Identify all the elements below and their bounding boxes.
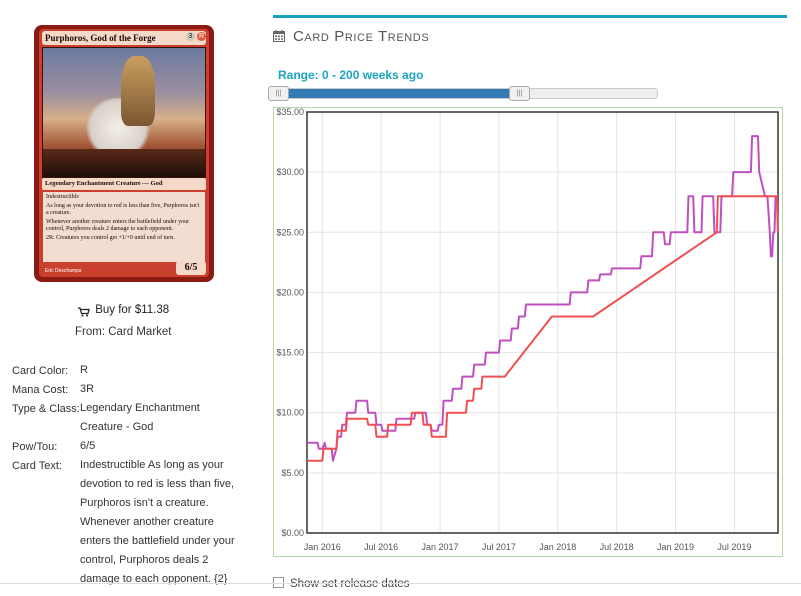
- card-image: Purphoros, God of the Forge 3 R Legendar…: [34, 25, 214, 282]
- y-tick-label: $5.00: [281, 468, 304, 478]
- info-key: Card Color:: [12, 365, 69, 377]
- card-text-line: 2R: Creatures you control get +1/+0 unti…: [46, 235, 175, 241]
- info-key: Pow/Tou:: [12, 441, 58, 453]
- buy-source: From: Card Market: [75, 326, 172, 338]
- info-value: 3R: [80, 383, 95, 395]
- card-type-line: Legendary Enchantment Creature — God: [42, 178, 206, 190]
- series-line-purple: [307, 135, 778, 462]
- card-artwork: [42, 47, 206, 178]
- info-key: Type & Class:: [12, 403, 80, 415]
- card-name: Purphoros, God of the Forge: [42, 31, 206, 45]
- range-slider-min-handle[interactable]: |||: [268, 86, 289, 101]
- buy-label: Buy for $11.38: [95, 304, 170, 316]
- price-chart: $0.00 $5.00 $10.00 $15.00 $20.00 $25.00 $30.00…: [273, 107, 783, 557]
- card-power-toughness: 6/5: [176, 261, 206, 275]
- y-tick-label: $35.00: [276, 108, 304, 117]
- x-tick-label: Jul 2019: [717, 542, 751, 552]
- x-tick-label: Jan 2016: [304, 542, 341, 552]
- y-tick-label: $15.00: [276, 348, 304, 358]
- shopping-cart-icon: [78, 307, 90, 317]
- plot-frame: [306, 111, 779, 534]
- mana-red-icon: R: [197, 32, 206, 41]
- page-divider: [0, 583, 801, 584]
- show-release-checkbox[interactable]: [273, 577, 284, 588]
- y-tick-label: $10.00: [276, 408, 304, 418]
- x-tick-label: Jan 2018: [539, 542, 576, 552]
- y-tick-label: $25.00: [276, 227, 304, 237]
- buy-link[interactable]: Buy for $11.38: [78, 304, 169, 317]
- card-text-line: As long as your devotion to red is less …: [46, 203, 200, 216]
- range-slider-fill: [278, 89, 521, 98]
- price-chart-svg: $0.00 $5.00 $10.00 $15.00 $20.00 $25.00 $30.00…: [276, 107, 779, 552]
- card-mana-symbols: 3 R: [185, 31, 206, 41]
- section-title: Card Price Trends: [273, 28, 429, 45]
- card-frame: Purphoros, God of the Forge 3 R Legendar…: [39, 29, 209, 277]
- x-tick-label: Jul 2017: [482, 542, 516, 552]
- mana-generic-icon: 3: [185, 32, 195, 41]
- calendar-icon: [273, 30, 285, 42]
- y-tick-label: $30.00: [276, 167, 304, 177]
- info-value: 6/5: [80, 440, 96, 452]
- info-key: Mana Cost:: [12, 384, 69, 396]
- show-release-dates[interactable]: Show set release dates: [273, 577, 410, 590]
- range-label: Range: 0 - 200 weeks ago: [278, 68, 424, 82]
- range-slider[interactable]: ||| |||: [268, 86, 658, 101]
- card-text-line: Whenever another creature enters the bat…: [46, 219, 190, 232]
- y-tick-label: $20.00: [276, 287, 304, 297]
- section-title-text: Card Price Trends: [293, 28, 430, 45]
- x-tick-label: Jan 2017: [422, 542, 459, 552]
- info-value: Legendary Enchantment Creature - God: [80, 402, 200, 433]
- card-artist: Eric Deschamps: [45, 268, 82, 274]
- card-text-line: Indestructible: [46, 194, 79, 200]
- y-tick-label: $0.00: [281, 528, 304, 538]
- x-tick-label: Jul 2016: [364, 542, 398, 552]
- x-tick-label: Jul 2018: [600, 542, 634, 552]
- range-slider-max-handle[interactable]: |||: [509, 86, 530, 101]
- show-release-label: Show set release dates: [290, 578, 410, 590]
- info-value: R: [80, 364, 88, 376]
- section-accent-bar: [273, 15, 787, 18]
- info-value: Indestructible As long as your devotion …: [80, 459, 235, 585]
- series-line-red: [307, 195, 779, 462]
- info-key: Card Text:: [12, 460, 62, 472]
- card-rules-text: Indestructible As long as your devotion …: [43, 192, 205, 262]
- x-tick-label: Jan 2019: [657, 542, 694, 552]
